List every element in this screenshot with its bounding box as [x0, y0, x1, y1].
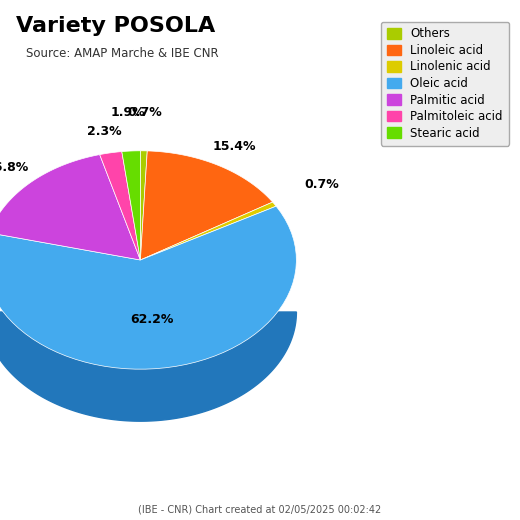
Text: Variety POSOLA: Variety POSOLA [16, 16, 215, 35]
Polygon shape [0, 154, 140, 260]
Polygon shape [140, 151, 272, 260]
Text: 16.8%: 16.8% [0, 161, 29, 174]
Polygon shape [140, 202, 276, 260]
Text: 1.9%: 1.9% [111, 107, 145, 120]
Text: 0.7%: 0.7% [304, 178, 339, 191]
Polygon shape [0, 312, 296, 421]
Text: (IBE - CNR) Chart created at 02/05/2025 00:02:42: (IBE - CNR) Chart created at 02/05/2025 … [138, 505, 382, 515]
Text: 2.3%: 2.3% [87, 125, 122, 138]
Polygon shape [0, 206, 296, 369]
Polygon shape [140, 151, 147, 260]
Polygon shape [100, 151, 140, 260]
Legend: Others, Linoleic acid, Linolenic acid, Oleic acid, Palmitic acid, Palmitoleic ac: Others, Linoleic acid, Linolenic acid, O… [381, 21, 509, 146]
Text: 62.2%: 62.2% [130, 313, 173, 326]
Text: 15.4%: 15.4% [213, 140, 256, 153]
Text: 0.7%: 0.7% [127, 106, 162, 119]
Polygon shape [122, 151, 140, 260]
Text: Source: AMAP Marche & IBE CNR: Source: AMAP Marche & IBE CNR [26, 47, 218, 60]
